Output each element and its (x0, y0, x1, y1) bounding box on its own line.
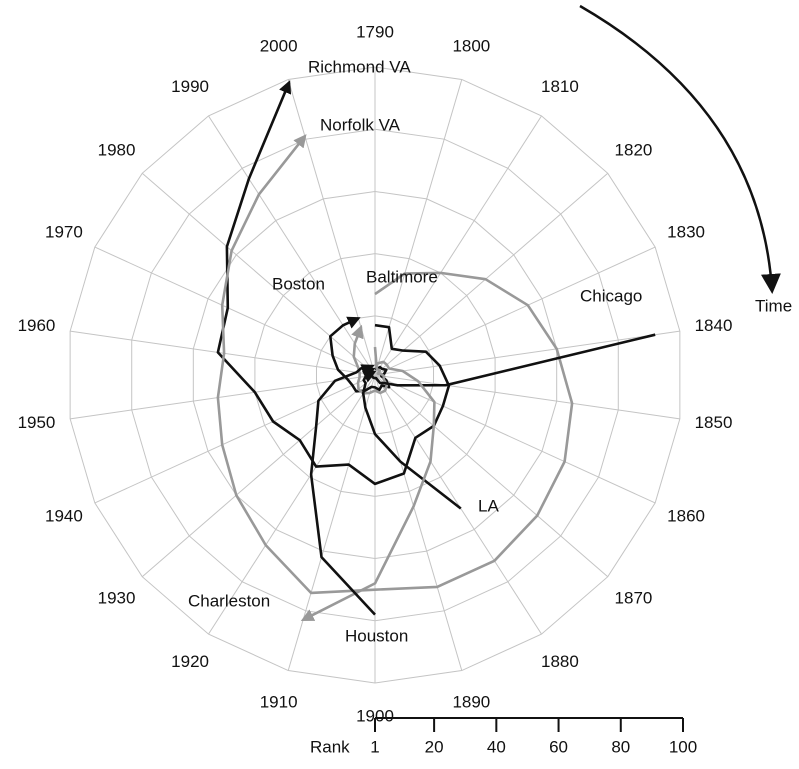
series-label: Richmond VA (308, 57, 411, 76)
spoke (141, 374, 376, 578)
spoke (94, 246, 376, 376)
spoke (70, 374, 376, 420)
category-label: 1900 (356, 706, 394, 725)
series-label: Boston (272, 274, 325, 293)
category-label: 1920 (171, 652, 209, 671)
category-label: 1850 (695, 413, 733, 432)
spoke (374, 374, 542, 635)
scale-tick-label: 1 (370, 737, 379, 756)
series-label: Norfolk VA (320, 115, 401, 134)
axis-label: Rank (310, 737, 350, 756)
category-label: 1800 (452, 36, 490, 55)
spoke (70, 330, 376, 376)
series-line (216, 134, 574, 595)
spoke (374, 374, 463, 671)
category-label: 1960 (18, 316, 56, 335)
series-label: Baltimore (366, 267, 438, 286)
spoke (374, 330, 680, 376)
series-label: LA (478, 496, 499, 515)
series-line (300, 360, 436, 621)
spoke (374, 115, 542, 376)
scale-tick-label: 40 (487, 737, 506, 756)
category-label: 1820 (615, 141, 653, 160)
time-arrow (579, 4, 781, 294)
series-label: Houston (345, 626, 408, 645)
category-label: 1890 (452, 693, 490, 712)
spoke (374, 79, 463, 376)
category-label: 1910 (260, 693, 298, 712)
category-label: 1970 (45, 222, 83, 241)
category-label: 2000 (260, 36, 298, 55)
spoke (374, 374, 656, 504)
annotation: Time (755, 296, 792, 315)
category-label: 1870 (615, 588, 653, 607)
category-label: 1830 (667, 222, 705, 241)
category-label: 1990 (171, 77, 209, 96)
scale-tick-label: 20 (425, 737, 444, 756)
series-line (329, 316, 391, 393)
category-label: 1840 (695, 316, 733, 335)
scale-tick-label: 100 (669, 737, 697, 756)
category-label: 1860 (667, 507, 705, 526)
spoke (94, 374, 376, 504)
category-label: 1930 (98, 588, 136, 607)
spoke (374, 374, 680, 420)
scale-tick-label: 60 (549, 737, 568, 756)
spoke (374, 172, 609, 376)
scale-tick-label: 80 (611, 737, 630, 756)
spoke (374, 374, 609, 578)
spoke (141, 172, 376, 376)
spoke (208, 115, 376, 376)
category-label: 1810 (541, 77, 579, 96)
category-label: 1950 (18, 413, 56, 432)
spoke (287, 374, 376, 671)
category-label: 1980 (98, 141, 136, 160)
series-label: Charleston (188, 591, 270, 610)
category-label: 1790 (356, 22, 394, 41)
spoke (374, 246, 656, 376)
category-label: 1940 (45, 507, 83, 526)
series-line (309, 364, 376, 616)
series-label: Chicago (580, 286, 642, 305)
category-label: 1880 (541, 652, 579, 671)
spoke (208, 374, 376, 635)
